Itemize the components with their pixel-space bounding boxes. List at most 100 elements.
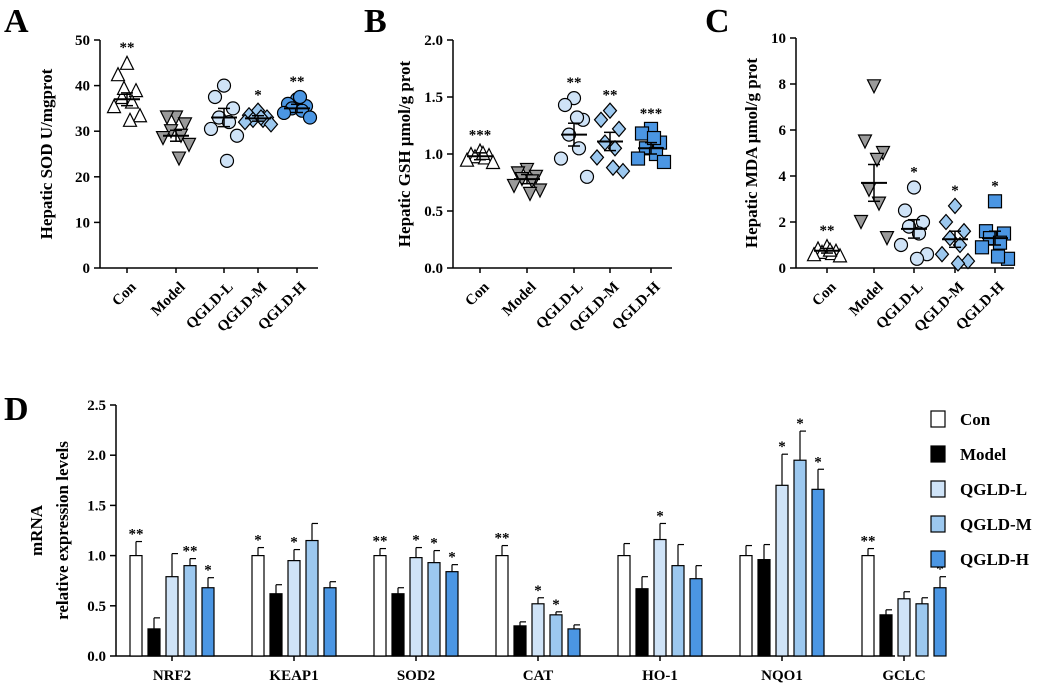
panel-b-group-qgld-h-point bbox=[646, 130, 662, 146]
panel-b-group-qgld-l-point bbox=[553, 151, 569, 166]
panel-d-nqo1-qgld-h-bar bbox=[811, 488, 825, 657]
panel-a-group-con-point bbox=[116, 80, 132, 95]
panel-c-group-con-point bbox=[806, 246, 822, 262]
panel-a-y-tick-label: 50 bbox=[75, 33, 90, 49]
panel-b-group-qgld-l-point bbox=[571, 141, 587, 156]
legend-label-qgld-h: QGLD-H bbox=[960, 550, 1029, 569]
panel-d-ho-1-qgld-m-bar bbox=[671, 565, 685, 657]
panel-d-nrf2-label: NRF2 bbox=[153, 668, 191, 684]
panel-b-group-model-point bbox=[506, 178, 522, 194]
panel-a-y-tick-label: 20 bbox=[75, 170, 90, 186]
panel-d-nqo1-qgld-l-bar bbox=[775, 484, 789, 657]
panel-c-group-model-point bbox=[871, 196, 887, 212]
panel-d-gclc-qgld-h-significance: * bbox=[936, 562, 944, 578]
panel-d-nrf2-qgld-h-significance: * bbox=[204, 563, 212, 579]
panel-a-group-qgld-l-point bbox=[207, 89, 223, 105]
panel-c-group-qgld-h-point bbox=[987, 194, 1003, 209]
panel-a-group-qgld-m-point bbox=[263, 115, 279, 133]
panel-a-y-tick-label: 30 bbox=[75, 124, 90, 140]
panel-d-sod2-con-significance: ** bbox=[373, 534, 388, 550]
panel-d-cat-qgld-h-bar bbox=[567, 628, 581, 657]
panel-d-y-axis-title-line: mRNA bbox=[27, 504, 46, 556]
panel-c-group-qgld-m-point bbox=[947, 197, 963, 215]
panel-d-cat-qgld-l-bar bbox=[531, 603, 545, 657]
legend-label-qgld-m: QGLD-M bbox=[960, 515, 1032, 534]
panel-d-nqo1-qgld-m-bar bbox=[793, 459, 807, 657]
panel-d-nrf2-con-bar bbox=[129, 554, 143, 657]
panel-c-y-tick-label: 6 bbox=[779, 123, 787, 139]
panel-c-group-con-significance: ** bbox=[820, 223, 835, 239]
panel-c-group-con-label: Con bbox=[809, 279, 840, 310]
panel-b-group-qgld-m-point bbox=[593, 111, 609, 129]
panel-d-gclc-qgld-m-bar bbox=[915, 603, 929, 657]
panel-b-group-model-point bbox=[522, 186, 538, 202]
panel-b-group-con-label: Con bbox=[462, 279, 493, 310]
panel-d-keap1-qgld-l-bar bbox=[287, 560, 301, 657]
panel-c-group-qgld-l-point bbox=[893, 237, 909, 253]
panel-d-sod2-qgld-h-bar bbox=[445, 571, 459, 657]
legend-swatch-qgld-h bbox=[930, 550, 946, 568]
panel-d-keap1-model-bar bbox=[269, 593, 283, 657]
legend-swatch-qgld-m bbox=[930, 515, 946, 533]
panel-a-group-qgld-l-point bbox=[229, 128, 245, 143]
panel-c-group-qgld-l-significance: * bbox=[910, 165, 918, 181]
panel-c-y-tick-label: 0 bbox=[779, 261, 787, 277]
legend-label-con: Con bbox=[960, 410, 991, 429]
panel-c-group-qgld-l-point bbox=[911, 226, 927, 241]
panel-b-y-axis-title: Hepatic GSH μmol/g prot bbox=[395, 60, 414, 247]
panel-d-nrf2-qgld-l-bar bbox=[165, 576, 179, 657]
panel-a-group-qgld-h-significance: ** bbox=[290, 74, 305, 90]
panel-d-cat-qgld-l-significance: * bbox=[534, 583, 542, 599]
panel-a-group-con-significance: ** bbox=[120, 40, 135, 56]
panel-b-group-qgld-h-point bbox=[656, 154, 672, 170]
panel-d-ho-1-label: HO-1 bbox=[642, 668, 678, 684]
panel-a-group-con-point bbox=[128, 82, 144, 98]
panel-d-gclc-qgld-l-bar bbox=[897, 598, 911, 657]
panel-d-cat-con-significance: ** bbox=[495, 531, 510, 547]
panel-c-group-qgld-m-point bbox=[934, 245, 950, 263]
panel-c-group-qgld-h-point bbox=[992, 235, 1008, 250]
panel-d-sod2-label: SOD2 bbox=[397, 668, 435, 684]
panel-d-sod2-qgld-l-bar bbox=[409, 557, 423, 657]
panel-b-group-qgld-m-significance: ** bbox=[603, 88, 618, 104]
panel-b-group-qgld-h-point bbox=[630, 151, 646, 166]
panel-c-group-qgld-h-significance: * bbox=[991, 178, 999, 194]
panel-a-group-model-point bbox=[155, 130, 171, 146]
panel-a-group-qgld-l-point bbox=[219, 153, 235, 168]
legend-swatch-con bbox=[930, 410, 946, 428]
panel-d-nqo1-con-bar bbox=[739, 554, 753, 657]
panel-d-sod2-qgld-l-significance: * bbox=[412, 533, 420, 549]
panel-d-ho-1-con-bar bbox=[617, 554, 631, 657]
panel-d-nrf2-model-bar bbox=[147, 628, 161, 657]
panel-d-sod2-qgld-h-significance: * bbox=[448, 550, 456, 566]
panel-a: A 0 10 20 30 40 50 Hepatic SOD U/mgprot ** Con Mo… bbox=[4, 3, 318, 335]
panel-a-group-model-point bbox=[159, 110, 175, 126]
panel-c-group-qgld-m-point bbox=[960, 252, 976, 270]
panel-c-y-tick-label: 2 bbox=[779, 215, 787, 231]
panel-a-group-qgld-m-significance: * bbox=[254, 88, 262, 104]
panel-d-y-axis-title-line: relative expression levels bbox=[53, 441, 72, 620]
panel-c-y-tick-label: 8 bbox=[779, 77, 787, 93]
panel-d-gclc-qgld-h-bar bbox=[933, 587, 947, 657]
panel-b-group-qgld-h-significance: *** bbox=[640, 106, 663, 122]
panel-d: D 0.0 0.5 1.0 1.5 2.0 2.5 mRNA relative express… bbox=[4, 391, 1032, 684]
panel-d-nrf2-qgld-m-significance: ** bbox=[183, 544, 198, 560]
panel-a-group-qgld-h-point bbox=[276, 105, 292, 121]
panel-d-ho-1-model-bar bbox=[635, 588, 649, 657]
panel-c-group-qgld-l-point bbox=[909, 251, 925, 266]
panel-b-y-tick-label: 1.0 bbox=[424, 147, 443, 163]
panel-c-group-qgld-l-point bbox=[897, 203, 913, 218]
panel-c-group-qgld-h-point bbox=[990, 249, 1006, 264]
panel-d-sod2-con-bar bbox=[373, 554, 387, 657]
panel-letter-b: B bbox=[364, 3, 387, 40]
panel-a-group-con-point bbox=[106, 98, 122, 114]
panel-c-y-tick-label: 10 bbox=[771, 31, 786, 47]
panel-c-group-model-point bbox=[857, 134, 873, 150]
panel-b-group-qgld-h-point bbox=[634, 126, 650, 141]
panel-b-group-con-point bbox=[485, 154, 501, 170]
panel-b-group-con-significance: *** bbox=[469, 128, 492, 144]
panel-a-group-qgld-l-point bbox=[221, 114, 237, 130]
panel-a-y-tick-label: 0 bbox=[83, 261, 91, 277]
panel-d-y-tick-label: 1.0 bbox=[87, 549, 106, 565]
